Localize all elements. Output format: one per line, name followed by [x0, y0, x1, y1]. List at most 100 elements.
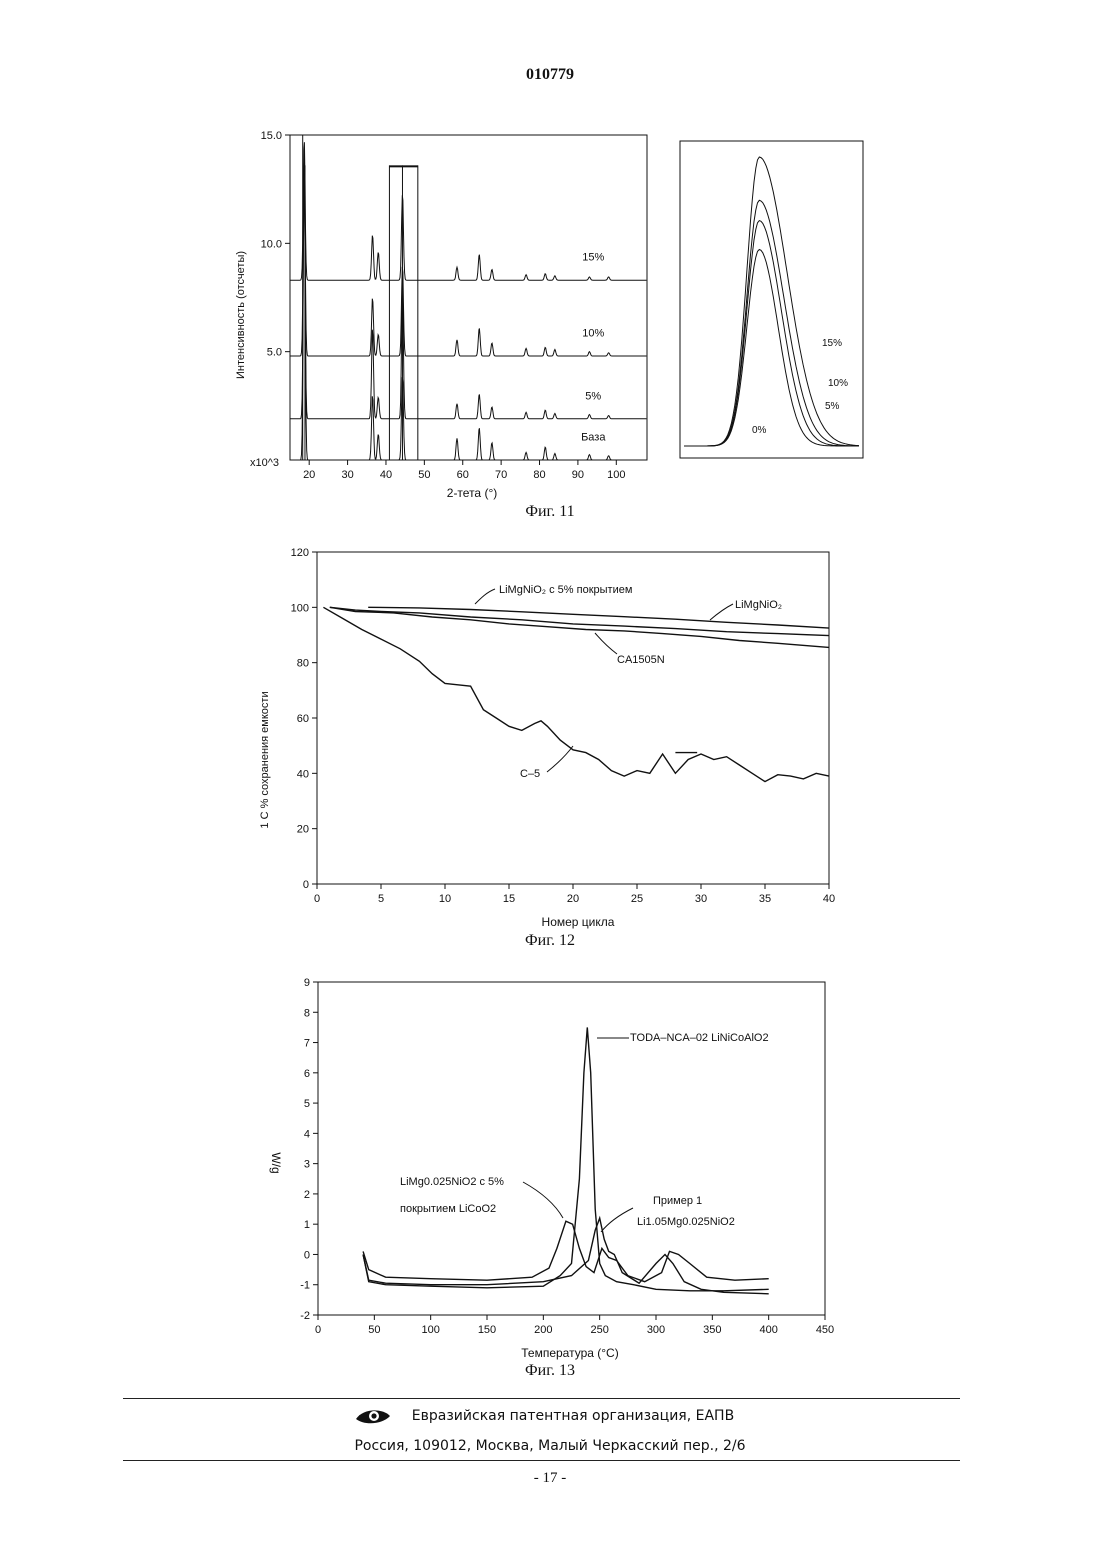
fig12-xtick-label: 0: [314, 893, 320, 905]
fig13-xtick-label: 0: [315, 1324, 321, 1336]
fig13-xlabel: Температура (°С): [521, 1346, 618, 1360]
fig12-chart: 0 5 10 15 20 25 30 35 40 0 20 40 60 80 100 120 LiMgNiO₂ …: [255, 540, 855, 935]
fig11-xtick-label: 80: [533, 469, 545, 481]
fig11-series-4: [290, 163, 646, 460]
fig12-ytick-label: 20: [297, 824, 309, 836]
fig13-ytick-label: -1: [300, 1280, 310, 1292]
fig12-ylabel: 1 С % сохранения емкости: [259, 691, 271, 828]
fig13-ytick-label: 4: [304, 1128, 310, 1140]
fig11-plot-frame: [290, 135, 647, 460]
fig13-xtick-label: 150: [478, 1324, 496, 1336]
footer-bottom-rule: [123, 1460, 960, 1461]
fig12-label-c5: C–5: [520, 768, 540, 780]
fig11-inset-label: 15%: [822, 338, 842, 349]
fig13-series-3: [363, 1218, 769, 1294]
fig13-xtick-label: 400: [759, 1324, 777, 1336]
fig12-xtick-label: 10: [439, 893, 451, 905]
fig13-xtick-label: 450: [816, 1324, 834, 1336]
fig12-label-limgnio2: LiMgNiO₂: [735, 599, 782, 611]
fig11-inset-label: 0%: [752, 425, 767, 436]
fig13-label-example-2: Li1.05Mg0.025NiO2: [637, 1216, 735, 1228]
fig11-inset-label: 10%: [828, 378, 848, 389]
fig13-chart: 050100150200250300350400450-2-1012345678…: [255, 970, 855, 1365]
fig13-leader: [601, 1208, 633, 1232]
fig12-leader: [547, 746, 573, 772]
fig11-y-multiplier: x10^3: [250, 457, 279, 469]
fig13-xtick-label: 300: [647, 1324, 665, 1336]
fig13-label-coated-2: покрытием LiCoO2: [400, 1203, 496, 1215]
fig12-xlabel: Номер цикла: [542, 915, 615, 929]
fig11-inset-curve: [684, 221, 859, 446]
footer-address: Россия, 109012, Москва, Малый Черкасский…: [0, 1438, 1100, 1454]
fig13-label-toda: TODA–NCA–02 LiNiCoAlO2: [630, 1032, 769, 1044]
fig11-ylabel: Интенсивность (отсчеты): [235, 251, 247, 379]
fig13-ytick-label: 5: [304, 1098, 310, 1110]
fig11-xlabel: 2-тета (°): [447, 486, 497, 500]
fig13-label-coated-1: LiMg0.025NiO2 с 5%: [400, 1176, 504, 1188]
fig11-ytick-label: 5.0: [267, 347, 282, 359]
fig11-xtick-label: 50: [418, 469, 430, 481]
fig13-ytick-label: 8: [304, 1007, 310, 1019]
fig12-xtick-label: 5: [378, 893, 384, 905]
fig12-label-coated: LiMgNiO₂ с 5% покрытием: [499, 584, 632, 596]
fig13-ytick-label: 2: [304, 1189, 310, 1201]
fig12-ytick-label: 100: [291, 602, 309, 614]
fig11-series-label: База: [581, 432, 606, 444]
fig13-series-2: [363, 1221, 769, 1282]
fig13-ylabel: W/g: [269, 1152, 283, 1173]
fig12-ytick-label: 0: [303, 879, 309, 891]
fig11-xtick-label: 100: [607, 469, 625, 481]
fig11-series-label: 15%: [582, 252, 604, 264]
fig12-leader: [710, 604, 733, 620]
fig12-xtick-label: 30: [695, 893, 707, 905]
fig11-xtick-label: 40: [380, 469, 392, 481]
fig11-xtick-label: 20: [303, 469, 315, 481]
fig13-xtick-label: 100: [421, 1324, 439, 1336]
fig13-xtick-label: 350: [703, 1324, 721, 1336]
fig12-ytick-label: 80: [297, 658, 309, 670]
fig11-chart: 20304050607080901005.010.015.015%10%5%Ба…: [230, 125, 880, 510]
fig12-xtick-label: 40: [823, 893, 835, 905]
page-number: - 17 -: [0, 1470, 1100, 1487]
fig13-caption: Фиг. 13: [450, 1362, 650, 1380]
fig12-ytick-label: 120: [291, 547, 309, 559]
fig13-ytick-label: 1: [304, 1219, 310, 1231]
fig12-caption: Фиг. 12: [450, 932, 650, 950]
fig12-leader: [595, 633, 617, 654]
fig12-xtick-label: 25: [631, 893, 643, 905]
fig13-label-example-1: Пример 1: [653, 1195, 702, 1207]
footer-top-rule: [123, 1398, 960, 1399]
fig13-xtick-label: 50: [368, 1324, 380, 1336]
footer-org: Евразийская патентная организация, ЕАПВ: [0, 1408, 1100, 1424]
fig11-series-3: [290, 185, 646, 418]
fig12-xtick-label: 15: [503, 893, 515, 905]
fig13-xtick-label: 250: [590, 1324, 608, 1336]
fig12-xtick-label: 35: [759, 893, 771, 905]
fig11-xtick-label: 60: [457, 469, 469, 481]
fig11-ytick-label: 10.0: [261, 238, 282, 250]
fig13-ytick-label: 9: [304, 977, 310, 989]
fig11-caption: Фиг. 11: [450, 503, 650, 521]
fig11-series-label: 10%: [582, 328, 604, 340]
fig11-series-label: 5%: [585, 390, 601, 402]
fig13-ytick-label: 3: [304, 1159, 310, 1171]
fig11-highlight-box: [389, 165, 417, 167]
fig11-xtick-label: 90: [572, 469, 584, 481]
fig13-ytick-label: 0: [304, 1249, 310, 1261]
fig13-series-1: [363, 1027, 769, 1290]
fig11-inset-label: 5%: [825, 401, 840, 412]
fig12-series-4: [323, 607, 829, 781]
fig13-ytick-label: 6: [304, 1068, 310, 1080]
document-number: 010779: [0, 66, 1100, 84]
fig12-series-3: [330, 607, 829, 647]
fig13-ytick-label: 7: [304, 1038, 310, 1050]
fig12-xtick-label: 20: [567, 893, 579, 905]
fig11-xtick-label: 30: [341, 469, 353, 481]
fig13-leader: [523, 1182, 563, 1218]
fig12-ytick-label: 60: [297, 713, 309, 725]
fig12-ytick-label: 40: [297, 768, 309, 780]
fig12-series-2: [330, 607, 829, 635]
fig13-ytick-label: -2: [300, 1310, 310, 1322]
fig12-leader: [475, 589, 495, 604]
fig11-xtick-label: 70: [495, 469, 507, 481]
